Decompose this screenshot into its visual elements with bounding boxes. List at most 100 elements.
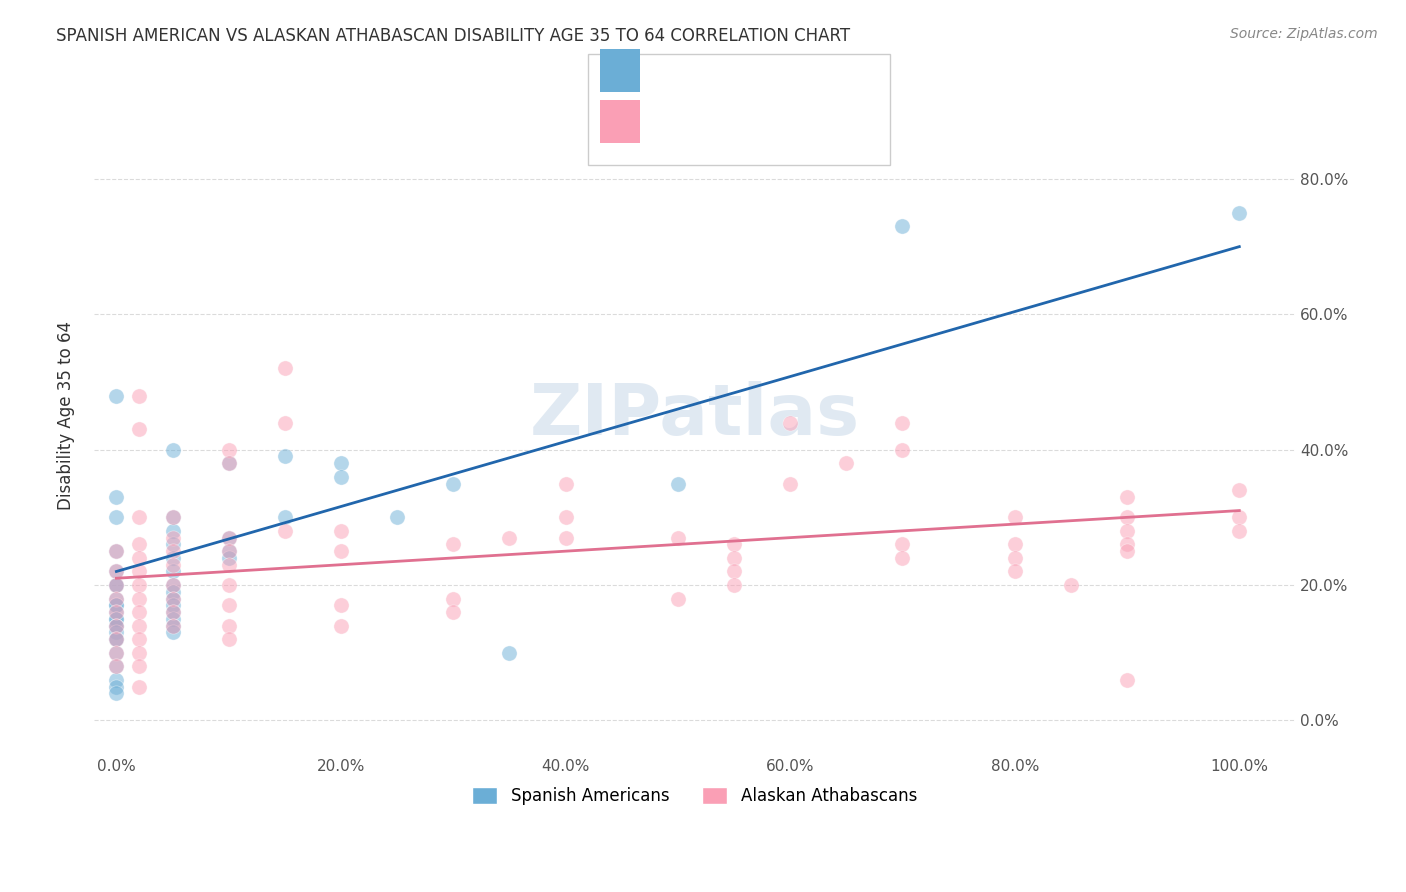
Point bbox=[105, 388, 128, 402]
Point bbox=[218, 442, 240, 457]
Point bbox=[105, 646, 128, 660]
Text: R = 0.256    N = 68: R = 0.256 N = 68 bbox=[651, 113, 827, 131]
Point bbox=[1004, 551, 1026, 566]
Point bbox=[1116, 524, 1139, 538]
Point bbox=[385, 510, 408, 524]
Point bbox=[105, 612, 128, 626]
Point bbox=[105, 646, 128, 660]
Point bbox=[105, 490, 128, 504]
Point bbox=[128, 551, 150, 566]
Y-axis label: Disability Age 35 to 64: Disability Age 35 to 64 bbox=[58, 321, 75, 510]
Point bbox=[218, 632, 240, 647]
Point bbox=[723, 578, 745, 592]
Point bbox=[128, 591, 150, 606]
Point bbox=[105, 612, 128, 626]
Point bbox=[330, 544, 353, 558]
Point bbox=[274, 510, 297, 524]
Point bbox=[162, 605, 184, 619]
Point bbox=[105, 591, 128, 606]
Point bbox=[128, 578, 150, 592]
Point bbox=[666, 591, 689, 606]
Point bbox=[441, 591, 464, 606]
Point bbox=[105, 686, 128, 700]
Point bbox=[218, 456, 240, 470]
Point bbox=[128, 605, 150, 619]
Point bbox=[441, 537, 464, 551]
Point bbox=[162, 625, 184, 640]
Point bbox=[274, 416, 297, 430]
Point bbox=[891, 442, 914, 457]
Point bbox=[498, 646, 520, 660]
Point bbox=[162, 591, 184, 606]
Point bbox=[128, 618, 150, 632]
Point bbox=[1116, 537, 1139, 551]
Point bbox=[1116, 490, 1139, 504]
Point bbox=[105, 625, 128, 640]
Point bbox=[105, 605, 128, 619]
Point bbox=[128, 510, 150, 524]
Point bbox=[162, 591, 184, 606]
Point bbox=[330, 524, 353, 538]
Point bbox=[218, 531, 240, 545]
Legend: Spanish Americans, Alaskan Athabascans: Spanish Americans, Alaskan Athabascans bbox=[464, 779, 925, 814]
Point bbox=[162, 599, 184, 613]
Point bbox=[274, 524, 297, 538]
Point bbox=[105, 680, 128, 694]
Point bbox=[218, 578, 240, 592]
Point bbox=[128, 659, 150, 673]
Point bbox=[218, 551, 240, 566]
Point bbox=[105, 599, 128, 613]
Point bbox=[891, 551, 914, 566]
Point bbox=[891, 416, 914, 430]
Point bbox=[162, 442, 184, 457]
Point bbox=[105, 618, 128, 632]
Point bbox=[105, 632, 128, 647]
Point bbox=[128, 632, 150, 647]
Point bbox=[105, 605, 128, 619]
Point bbox=[105, 578, 128, 592]
Point bbox=[162, 537, 184, 551]
Point bbox=[723, 551, 745, 566]
Point bbox=[105, 659, 128, 673]
Point bbox=[162, 605, 184, 619]
Point bbox=[105, 591, 128, 606]
Point bbox=[218, 531, 240, 545]
Point bbox=[105, 599, 128, 613]
Point bbox=[554, 531, 576, 545]
Point bbox=[105, 544, 128, 558]
Point bbox=[218, 544, 240, 558]
Point bbox=[162, 584, 184, 599]
Point bbox=[666, 531, 689, 545]
Text: ZIPatlas: ZIPatlas bbox=[530, 381, 859, 450]
Point bbox=[274, 361, 297, 376]
Point bbox=[128, 565, 150, 579]
Point bbox=[105, 618, 128, 632]
Point bbox=[723, 565, 745, 579]
Point bbox=[162, 544, 184, 558]
Point bbox=[105, 544, 128, 558]
Point bbox=[162, 565, 184, 579]
Point bbox=[162, 618, 184, 632]
Point bbox=[128, 422, 150, 436]
Point bbox=[779, 476, 801, 491]
Point bbox=[128, 680, 150, 694]
Point bbox=[105, 673, 128, 687]
Point bbox=[105, 510, 128, 524]
Point bbox=[330, 469, 353, 483]
Point bbox=[105, 565, 128, 579]
Point bbox=[1004, 565, 1026, 579]
Point bbox=[218, 544, 240, 558]
Point bbox=[835, 456, 858, 470]
Point bbox=[162, 612, 184, 626]
Point bbox=[1060, 578, 1083, 592]
Point bbox=[105, 578, 128, 592]
Point bbox=[105, 659, 128, 673]
Point bbox=[1227, 510, 1250, 524]
Point bbox=[162, 558, 184, 572]
Point bbox=[162, 524, 184, 538]
Point bbox=[554, 476, 576, 491]
Point bbox=[162, 578, 184, 592]
Point bbox=[128, 388, 150, 402]
Point bbox=[105, 565, 128, 579]
Point bbox=[1227, 483, 1250, 498]
